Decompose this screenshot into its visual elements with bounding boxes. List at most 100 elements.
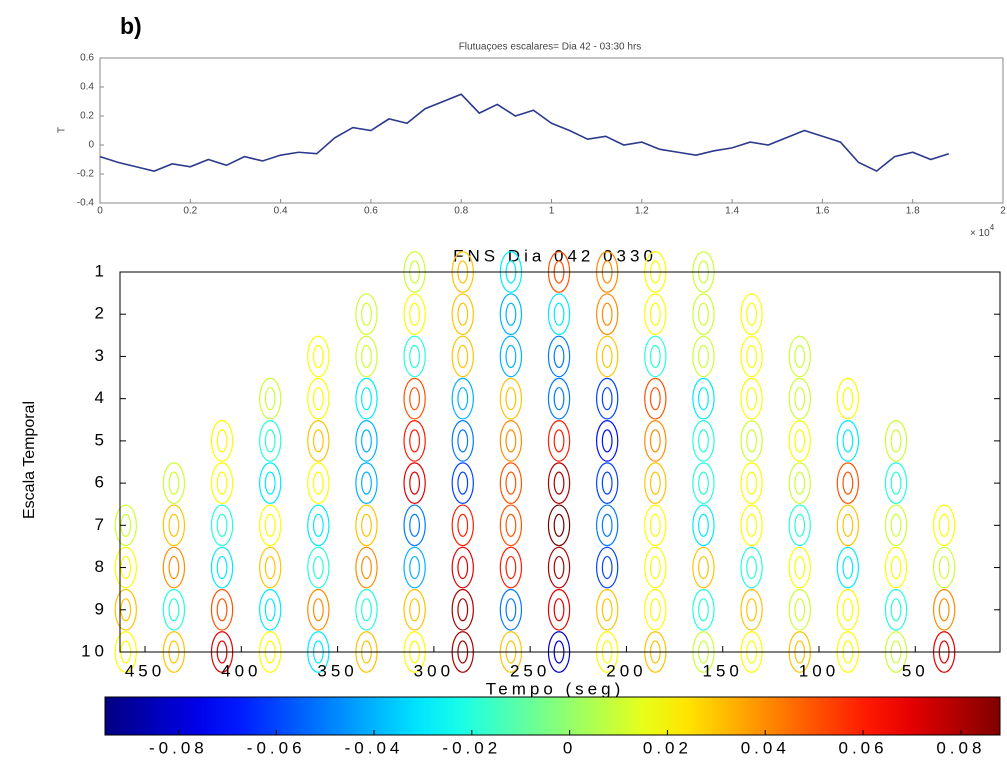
contour-ring-inner xyxy=(698,387,709,411)
contour-ring-inner xyxy=(312,555,324,580)
contour-ring-inner xyxy=(361,513,372,537)
contour-ring-inner xyxy=(842,429,854,453)
contour-ring-inner xyxy=(505,344,517,369)
panel-label: b) xyxy=(120,13,142,39)
contour-ring xyxy=(595,335,619,378)
contour-ring-inner xyxy=(746,598,758,622)
contour-ring xyxy=(162,588,186,631)
contour-ring-inner xyxy=(890,555,902,580)
contour-ring xyxy=(644,335,667,378)
contour-ring xyxy=(740,546,763,589)
x-multiplier-exponent: 4 xyxy=(990,223,995,232)
y-tick-label: 6 xyxy=(95,473,108,492)
x-multiplier-base: × 10 xyxy=(970,228,990,239)
x-tick-label: 1.4 xyxy=(725,206,739,217)
contour-ring-inner xyxy=(601,471,613,495)
contour-ring xyxy=(788,546,811,589)
contour-ring-inner xyxy=(601,598,613,622)
contour-ring xyxy=(451,377,474,420)
contour-ring xyxy=(692,335,715,378)
contour-ring xyxy=(403,377,426,420)
contour-ring-inner xyxy=(649,555,661,580)
contour-ring-inner xyxy=(601,555,613,580)
contour-ring xyxy=(644,462,667,504)
y-tick-label: -0.2 xyxy=(77,169,95,180)
colorbar-tick-label: 0 xyxy=(563,738,576,757)
contour-ring-inner xyxy=(361,344,372,369)
contour-ring xyxy=(595,293,619,336)
contour-ring-inner xyxy=(842,555,854,580)
contour-ring-inner xyxy=(457,344,469,369)
colorbar xyxy=(104,696,1001,736)
contour-ring xyxy=(692,588,715,631)
contour-ring-inner xyxy=(312,344,324,369)
contour-ring xyxy=(884,588,908,631)
contour-ring xyxy=(259,377,282,420)
x-tick-label: 2 xyxy=(1000,206,1006,217)
contour-ring xyxy=(114,504,137,547)
contour-ring-inner xyxy=(649,471,661,495)
contour-ring xyxy=(547,335,571,378)
contour-ring-inner xyxy=(457,302,469,326)
contour-ring xyxy=(451,462,474,504)
contour-ring-inner xyxy=(505,598,517,622)
contour-ring xyxy=(210,504,234,547)
contour-ring xyxy=(884,504,908,547)
line-y-label: T xyxy=(57,127,68,133)
contour-ring xyxy=(547,588,571,631)
contour-ring-inner xyxy=(361,555,372,580)
contour-ring xyxy=(595,462,619,504)
contour-ring xyxy=(740,420,763,462)
contour-ring-inner xyxy=(457,471,469,495)
contour-ring xyxy=(451,546,474,589)
contour-ring xyxy=(499,546,523,589)
contour-ring-inner xyxy=(361,598,372,622)
contour-ring xyxy=(355,504,378,547)
contour-ring xyxy=(932,546,956,589)
contour-ring xyxy=(259,420,282,462)
contour-ring xyxy=(162,546,186,589)
contour-ring-inner xyxy=(794,471,806,495)
y-tick-label: 0.2 xyxy=(80,111,94,122)
y-tick-label: 9 xyxy=(95,599,108,618)
contour-ring-inner xyxy=(409,598,421,622)
y-tick-label: 7 xyxy=(95,515,108,534)
contour-ring xyxy=(884,462,908,504)
contour-ring xyxy=(307,462,330,504)
contour-ring xyxy=(210,420,234,462)
x-tick-label: 400 xyxy=(221,661,261,680)
contour-ring-inner xyxy=(746,513,758,537)
contour-ring-inner xyxy=(698,513,709,537)
contour-ring-inner xyxy=(409,387,421,411)
contour-ring-inner xyxy=(890,429,902,453)
contour-ring-inner xyxy=(794,429,806,453)
contour-ring xyxy=(307,546,330,589)
contour-ring xyxy=(692,546,715,589)
contour-ring-inner xyxy=(553,598,565,622)
contour-ring xyxy=(355,335,378,378)
contour-ring-inner xyxy=(168,471,180,495)
contour-ring-inner xyxy=(505,471,517,495)
contour-ring xyxy=(644,377,667,420)
x-tick-label: 1 xyxy=(549,206,555,217)
contour-ring xyxy=(644,546,667,589)
contour-ring xyxy=(740,293,763,336)
contour-ring xyxy=(788,504,811,547)
contour-ring xyxy=(884,546,908,589)
contour-ring-inner xyxy=(457,598,469,622)
contour-ring-inner xyxy=(649,598,661,622)
contour-ring xyxy=(403,588,426,631)
contour-ring xyxy=(788,462,811,504)
x-tick-label: 100 xyxy=(799,661,839,680)
contour-ring-inner xyxy=(409,429,421,453)
contour-ring-inner xyxy=(601,429,613,453)
contour-ring-inner xyxy=(216,471,228,495)
contour-ring-inner xyxy=(649,387,661,411)
y-tick-label: 1 xyxy=(95,261,108,280)
contour-ring-inner xyxy=(457,513,469,537)
contour-ring xyxy=(451,588,474,631)
contour-ring xyxy=(740,462,763,504)
contour-ring-inner xyxy=(505,513,517,537)
contour-ring xyxy=(355,588,378,631)
